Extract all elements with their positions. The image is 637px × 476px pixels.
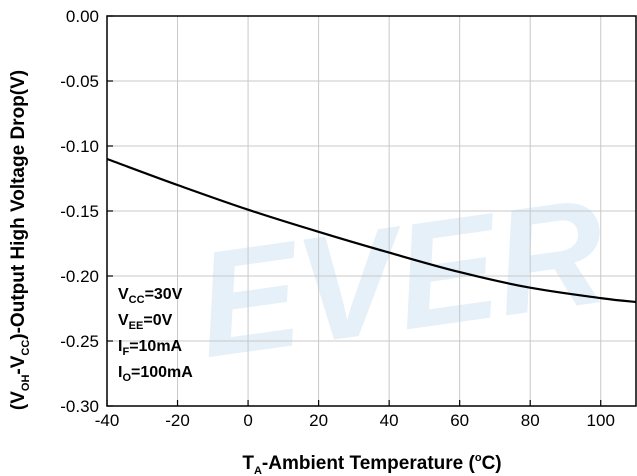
x-tick-label: 60 <box>450 411 469 430</box>
y-tick-label: -0.20 <box>60 267 99 286</box>
y-tick-label: -0.25 <box>60 332 99 351</box>
y-label-sub2: CC <box>20 340 32 356</box>
x-label-sup: o <box>475 452 482 464</box>
condition-label: IO=100mA <box>118 364 193 384</box>
condition-label: IF=10mA <box>118 338 183 358</box>
y-tick-label: -0.05 <box>60 72 99 91</box>
x-tick-label: 80 <box>521 411 540 430</box>
x-axis-ticks: -40 -20 0 20 40 60 80 100 <box>95 400 615 430</box>
series-line <box>106 157 637 304</box>
y-label-part2: -V <box>8 355 29 374</box>
x-label-sub: A <box>254 465 262 476</box>
condition-label: VCC=30V <box>118 286 183 306</box>
x-label-text: -Ambient Temperature ( <box>262 453 476 474</box>
x-axis-label: TA-Ambient Temperature (oC) <box>242 452 501 476</box>
y-tick-label: -0.10 <box>60 137 99 156</box>
x-tick-label: -20 <box>165 411 190 430</box>
y-axis-label: (VOH-VCC)-Output High Voltage Drop(V) <box>8 70 32 410</box>
data-series <box>106 157 637 304</box>
x-label-unit: C) <box>482 453 502 474</box>
x-tick-label: 20 <box>309 411 328 430</box>
y-label-part3: )-Output High Voltage Drop(V) <box>8 70 29 340</box>
y-tick-label: 0.00 <box>66 7 99 26</box>
y-axis-ticks: 0.00 -0.05 -0.10 -0.15 -0.20 -0.25 -0.30 <box>60 7 113 416</box>
x-tick-label: 40 <box>380 411 399 430</box>
x-tick-label: -40 <box>95 411 120 430</box>
grid <box>106 15 636 407</box>
watermark: EVER <box>187 166 615 389</box>
y-tick-label: -0.15 <box>60 202 99 221</box>
x-label-main: T <box>242 453 254 474</box>
y-label-part1: (V <box>8 391 29 410</box>
x-tick-label: 100 <box>587 411 615 430</box>
condition-label: VEE=0V <box>118 312 173 332</box>
y-tick-label: -0.30 <box>60 397 99 416</box>
x-tick-label: 0 <box>243 411 252 430</box>
y-label-sub1: OH <box>20 375 32 392</box>
conditions-legend: VCC=30V VEE=0V IF=10mA IO=100mA <box>118 286 193 384</box>
